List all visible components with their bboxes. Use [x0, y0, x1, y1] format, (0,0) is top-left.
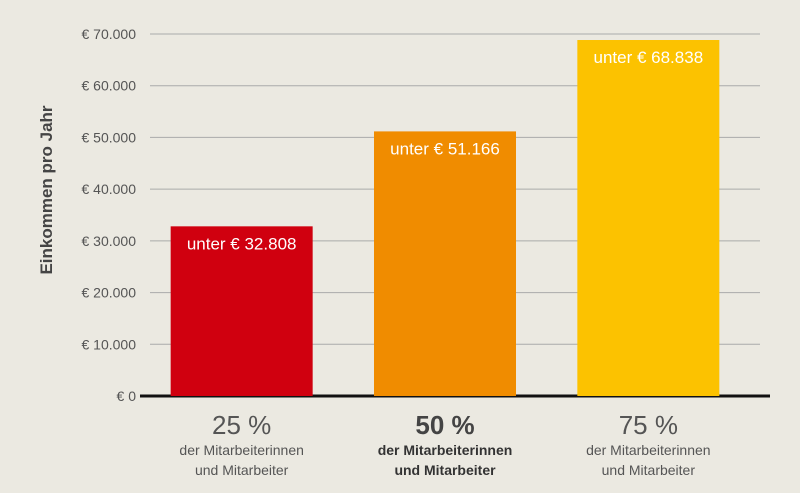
category-labels: 25 % der Mitarbeiterinnen und Mitarbeiter 5…	[179, 410, 710, 478]
y-tick-label: € 60.000	[82, 78, 137, 94]
y-tick-labels: € 0 € 10.000 € 20.000 € 30.000 € 40.000 € 50.…	[82, 26, 137, 404]
y-tick-label: € 50.000	[82, 129, 137, 145]
bar-value-label: unter € 32.808	[187, 234, 297, 253]
bar	[577, 40, 720, 396]
y-tick-label: € 20.000	[82, 285, 137, 301]
category-sub-label: der Mitarbeiterinnen	[179, 442, 304, 458]
y-axis-label: Einkommen pro Jahr	[37, 105, 56, 274]
y-tick-label: € 40.000	[82, 181, 137, 197]
category-percent-label: 75 %	[619, 410, 678, 440]
category-sub-label: und Mitarbeiter	[195, 462, 289, 478]
bar-value-label: unter € 51.166	[390, 139, 500, 158]
bar	[374, 131, 516, 396]
bar	[170, 226, 313, 396]
y-tick-label: € 30.000	[82, 233, 137, 249]
category-sub-label: der Mitarbeiterinnen	[378, 442, 513, 458]
category-sub-label: und Mitarbeiter	[394, 462, 496, 478]
y-tick-label: € 10.000	[82, 336, 137, 352]
category-percent-label: 50 %	[415, 410, 474, 440]
bar-value-labels: unter € 32.808 unter € 51.166 unter € 68.8…	[187, 48, 703, 253]
bar-value-label: unter € 68.838	[594, 48, 704, 67]
y-tick-label: € 70.000	[82, 26, 137, 42]
category-sub-label: der Mitarbeiterinnen	[586, 442, 711, 458]
y-tick-label: € 0	[117, 388, 137, 404]
category-percent-label: 25 %	[212, 410, 271, 440]
bars	[170, 40, 720, 396]
category-sub-label: und Mitarbeiter	[602, 462, 696, 478]
